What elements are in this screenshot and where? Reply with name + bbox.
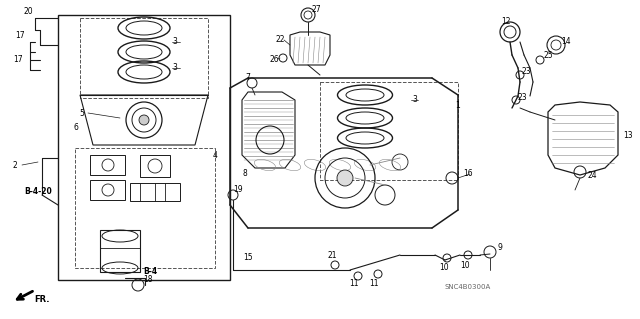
- Text: 3: 3: [173, 63, 177, 72]
- Text: 10: 10: [439, 263, 449, 272]
- Text: SNC4B0300A: SNC4B0300A: [445, 284, 491, 290]
- Bar: [90, 155, 125, 175]
- Bar: [80, 18, 208, 98]
- Bar: [130, 183, 180, 201]
- Circle shape: [139, 115, 149, 125]
- Circle shape: [337, 170, 353, 186]
- Bar: [140, 155, 170, 177]
- Text: 5: 5: [79, 108, 84, 117]
- Text: 18: 18: [143, 276, 153, 285]
- Text: 14: 14: [561, 38, 571, 47]
- Text: 6: 6: [74, 123, 79, 132]
- Text: 10: 10: [460, 261, 470, 270]
- Text: 11: 11: [369, 278, 379, 287]
- Text: 23: 23: [521, 68, 531, 77]
- Bar: [320, 82, 458, 180]
- Text: 21: 21: [327, 251, 337, 261]
- Text: 25: 25: [543, 51, 553, 61]
- Text: 2: 2: [13, 160, 17, 169]
- Text: 17: 17: [15, 31, 25, 40]
- Text: 13: 13: [623, 130, 633, 139]
- Text: 19: 19: [233, 186, 243, 195]
- Text: 1: 1: [456, 100, 460, 109]
- Bar: [100, 230, 140, 272]
- Text: 22: 22: [275, 35, 285, 44]
- Text: 15: 15: [243, 254, 253, 263]
- Text: 20: 20: [23, 8, 33, 17]
- Text: FR.: FR.: [35, 295, 50, 305]
- Text: 11: 11: [349, 279, 359, 288]
- Text: 23: 23: [517, 93, 527, 101]
- Text: 7: 7: [246, 73, 250, 83]
- Bar: [90, 180, 125, 200]
- Text: 4: 4: [212, 151, 218, 160]
- Text: 24: 24: [587, 170, 597, 180]
- Text: B-4-20: B-4-20: [24, 188, 52, 197]
- Text: 3: 3: [413, 95, 417, 105]
- Bar: [75, 148, 215, 268]
- Text: 8: 8: [243, 168, 248, 177]
- Text: 27: 27: [311, 5, 321, 14]
- Text: B-4: B-4: [143, 268, 157, 277]
- Text: 9: 9: [497, 243, 502, 253]
- Text: 12: 12: [501, 18, 511, 26]
- Text: 17: 17: [13, 56, 23, 64]
- Text: 3: 3: [173, 38, 177, 47]
- Bar: [58, 15, 230, 280]
- Text: 26: 26: [269, 56, 279, 64]
- Text: 16: 16: [463, 169, 473, 179]
